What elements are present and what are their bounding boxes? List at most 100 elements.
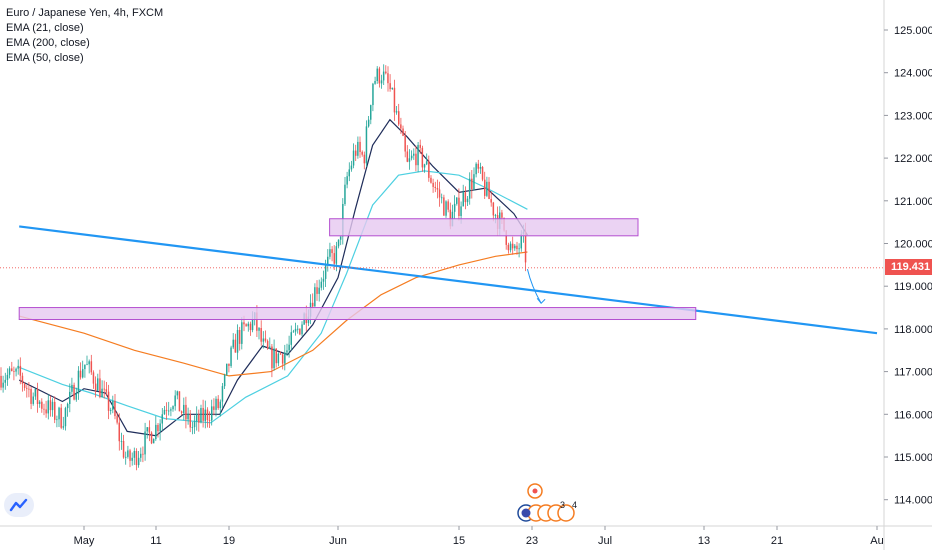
candle-down xyxy=(402,128,404,136)
candle-up xyxy=(376,68,378,81)
candle-up xyxy=(445,201,447,216)
x-tick-label: 19 xyxy=(223,535,235,547)
x-tick-label: 21 xyxy=(771,535,783,547)
candle-up xyxy=(64,408,67,427)
candle-up xyxy=(112,400,114,410)
candle-down xyxy=(79,370,82,378)
candle-up xyxy=(109,409,112,411)
candle-up xyxy=(187,413,189,420)
candle-up xyxy=(211,406,213,421)
candle-up xyxy=(241,322,243,344)
legend-ema21[interactable]: EMA (21, close) xyxy=(6,22,84,34)
y-tick-label: 120.000 xyxy=(894,239,932,251)
candle-down xyxy=(449,209,452,227)
candle-down xyxy=(54,401,56,420)
candle-down xyxy=(30,389,32,404)
candle-up xyxy=(84,364,86,370)
candle-down xyxy=(355,150,357,156)
candle-up xyxy=(172,406,174,410)
candle-down xyxy=(165,409,168,411)
candle-up xyxy=(125,456,127,458)
candle-down xyxy=(21,375,24,384)
candle-up xyxy=(144,431,146,455)
candle-up xyxy=(120,441,123,442)
candle-up xyxy=(327,256,329,265)
legend-symbol[interactable]: Euro / Japanese Yen, 4h, FXCM xyxy=(6,7,164,19)
candle-up xyxy=(318,287,320,294)
candle-down xyxy=(275,348,277,364)
y-tick-label: 117.000 xyxy=(894,367,932,379)
candle-down xyxy=(331,249,333,254)
candle-down xyxy=(484,179,486,196)
candle-down xyxy=(443,197,445,216)
legend-ema50[interactable]: EMA (50, close) xyxy=(6,52,84,64)
candle-up xyxy=(367,119,370,127)
candle-up xyxy=(335,246,338,264)
candle-up xyxy=(273,348,275,369)
candle-down xyxy=(511,243,514,249)
y-tick-label: 118.000 xyxy=(894,324,932,336)
candle-up xyxy=(329,249,331,257)
candle-up xyxy=(195,414,198,422)
candle-up xyxy=(339,236,342,240)
candle-up xyxy=(423,164,426,168)
candle-down xyxy=(436,188,439,190)
candle-up xyxy=(140,453,142,458)
x-tick-label: 13 xyxy=(698,535,710,547)
candle-up xyxy=(58,407,60,420)
candle-up xyxy=(38,401,41,404)
annotations-layer xyxy=(0,218,884,335)
candle-down xyxy=(243,322,245,325)
candle-down xyxy=(428,161,430,178)
candle-up xyxy=(176,391,179,396)
event-count-label: 4 xyxy=(572,500,577,510)
candle-down xyxy=(234,339,237,353)
candle-down xyxy=(60,407,62,428)
candle-up xyxy=(337,239,340,247)
candle-down xyxy=(107,391,110,411)
candle-down xyxy=(11,368,13,371)
candle-up xyxy=(324,264,327,279)
candle-down xyxy=(507,244,510,251)
candle-down xyxy=(316,287,318,294)
legend-ema200[interactable]: EMA (200, close) xyxy=(6,37,90,49)
ema200-line xyxy=(19,251,528,377)
candle-up xyxy=(200,408,202,423)
candle-down xyxy=(393,87,396,113)
candle-down xyxy=(129,450,131,461)
candle-down xyxy=(481,167,484,180)
candle-up xyxy=(146,427,148,432)
candle-up xyxy=(441,197,443,199)
tradingview-logo-icon[interactable] xyxy=(4,493,34,517)
candle-down xyxy=(13,371,15,372)
candle-down xyxy=(116,416,118,423)
candle-up xyxy=(174,395,176,407)
candle-up xyxy=(352,150,355,166)
candle-down xyxy=(118,422,120,442)
candle-down xyxy=(142,453,144,455)
candle-down xyxy=(249,323,252,330)
candle-up xyxy=(215,398,217,410)
candle-up xyxy=(226,363,228,375)
candle-up xyxy=(247,323,249,327)
candle-up xyxy=(288,344,290,351)
candle-up xyxy=(348,169,350,177)
candle-up xyxy=(193,421,196,428)
candle-down xyxy=(363,154,366,164)
candle-down xyxy=(256,312,258,331)
candle-down xyxy=(103,388,105,390)
x-tick-label: 15 xyxy=(453,535,465,547)
support-resistance-zone xyxy=(18,307,697,321)
candle-up xyxy=(221,386,224,402)
candle-down xyxy=(208,420,211,421)
candle-up xyxy=(71,384,73,392)
candle-down xyxy=(260,328,262,342)
candle-up xyxy=(391,87,393,89)
candle-down xyxy=(385,71,387,74)
candle-up xyxy=(370,105,372,120)
candle-up xyxy=(374,81,376,84)
candle-up xyxy=(86,364,88,366)
candle-down xyxy=(189,413,191,428)
candle-up xyxy=(468,178,471,199)
